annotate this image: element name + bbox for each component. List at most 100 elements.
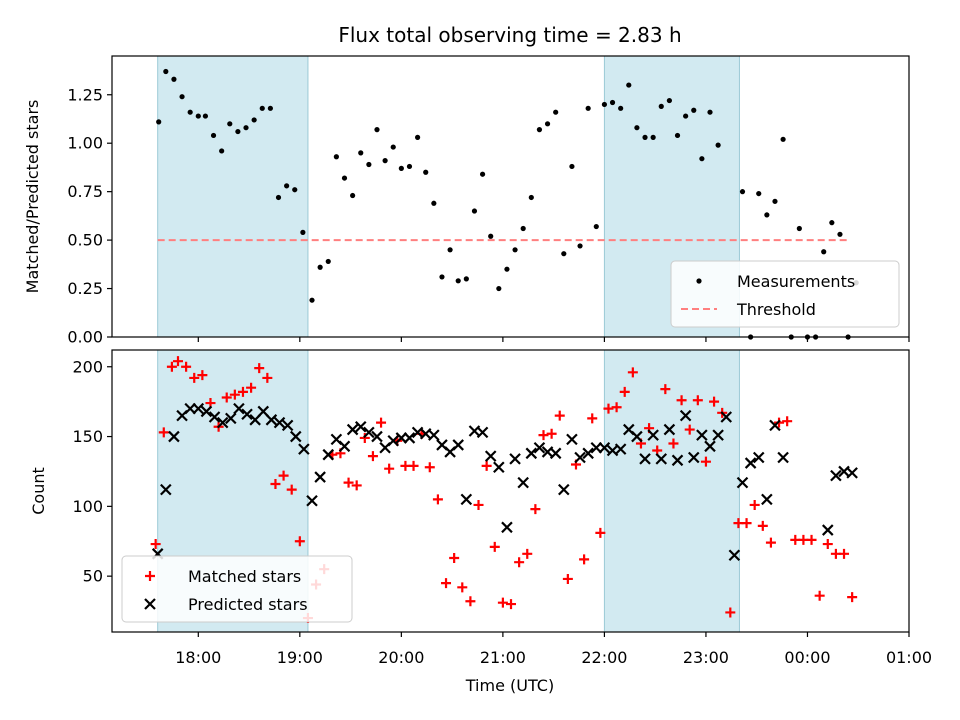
measurements-point (171, 76, 177, 82)
x-axis-label: Time (UTC) (465, 676, 554, 695)
matched-stars-point (700, 456, 711, 467)
measurements-point (626, 82, 632, 88)
measurements-point (382, 158, 388, 164)
measurements-point (577, 243, 583, 249)
predicted-stars-point (241, 408, 253, 420)
measurements-point (235, 128, 241, 135)
matched-stars-point (172, 356, 183, 367)
measurements-point (358, 150, 364, 156)
predicted-stars-point (647, 429, 659, 441)
predicted-stars-point (558, 483, 570, 496)
measurements-point (275, 194, 282, 201)
measurements-point (284, 183, 290, 189)
measurements-point (423, 169, 429, 175)
count-y-tick-label: 150 (72, 427, 103, 446)
measurements-point (764, 212, 770, 218)
predicted-stars-point (460, 493, 473, 506)
matched-stars-point (497, 597, 508, 608)
measurements-point (739, 189, 746, 195)
x-tick-label: 19:00 (277, 648, 323, 667)
predicted-stars-point (525, 447, 538, 460)
matched-stars-point (806, 534, 817, 545)
matched-stars-point (814, 590, 825, 601)
predicted-stars-point (225, 412, 237, 425)
measurements-point (406, 163, 413, 170)
predicted-stars-point (614, 443, 627, 455)
x-tick-label: 18:00 (175, 648, 221, 667)
x-tick-label: 22:00 (581, 648, 627, 667)
predicted-stars-point (712, 429, 724, 441)
measurements-point (447, 247, 453, 253)
measurements-point (350, 192, 356, 199)
measurements-point (601, 101, 608, 108)
matched-stars-point (562, 573, 573, 584)
predicted-stars-point (233, 402, 245, 415)
measurements-point (431, 200, 437, 206)
measurements-point (163, 68, 169, 75)
matched-stars-point (595, 527, 606, 538)
measurements-point (333, 154, 339, 160)
measurements-point (536, 127, 543, 133)
matched-stars-point (457, 582, 468, 593)
predicted-stars-point (509, 453, 521, 465)
matched-stars-point (343, 477, 354, 488)
measurements-point (251, 117, 257, 123)
measurements-point (642, 134, 648, 140)
matched-stars-point (725, 607, 736, 618)
measurements-point (756, 190, 762, 197)
measurements-point (837, 231, 843, 237)
predicted-stars-point (744, 457, 757, 469)
predicted-stars-point (192, 402, 205, 415)
predicted-stars-point (574, 451, 586, 464)
predicted-stars-point (363, 426, 375, 439)
measurements-point (471, 208, 478, 214)
matched-stars-point (530, 504, 541, 515)
count-y-tick-label: 50 (83, 567, 103, 586)
ratio-y-tick-label: 0.75 (67, 182, 103, 201)
matched-stars-point (246, 382, 257, 393)
matched-stars-point (166, 361, 177, 372)
matched-stars-legend-label: Matched stars (188, 567, 301, 586)
measurements-point (691, 107, 697, 113)
predicted-stars-point (639, 453, 651, 465)
predicted-stars-point (696, 429, 708, 441)
predicted-stars-point (501, 521, 513, 534)
measurements-point (439, 274, 445, 280)
predicted-stars-point (371, 430, 383, 443)
measurements-point (520, 225, 526, 232)
predicted-stars-point (484, 450, 497, 462)
count-y-tick-label: 100 (72, 497, 103, 516)
count-y-axis-label: Count (29, 467, 48, 515)
predicted-stars-point (663, 423, 676, 436)
matched-stars-point (197, 370, 208, 381)
measurements-point (415, 134, 421, 140)
measurements-point (666, 97, 672, 104)
predicted-stars-point (452, 439, 464, 451)
matched-stars-point (822, 539, 833, 550)
matched-stars-point (294, 536, 305, 547)
matched-stars-point (627, 367, 638, 378)
measurements-point (488, 233, 494, 239)
matched-stars-point (489, 541, 500, 552)
matched-stars-legend-swatch (145, 571, 155, 581)
measurements-point (398, 165, 404, 171)
predicted-stars-point (769, 419, 781, 432)
matched-stars-point (351, 480, 362, 491)
ratio-y-tick-label: 1.00 (67, 134, 103, 153)
measurements-point (219, 148, 225, 154)
measurements-point (227, 121, 233, 127)
matched-stars-point (189, 372, 200, 383)
matched-stars-point (221, 392, 232, 403)
measurements-point (618, 105, 624, 111)
measurements-point (309, 297, 315, 303)
matched-stars-point (158, 427, 169, 438)
measurements-point (593, 223, 599, 230)
matched-stars-point (546, 428, 557, 439)
measurements-point (496, 285, 502, 292)
measurements-point (569, 163, 575, 170)
predicted-stars-point (289, 430, 302, 443)
predicted-stars-point (216, 416, 229, 429)
predicted-stars-point (631, 430, 643, 443)
matched-stars-point (709, 396, 720, 407)
matched-stars-point (611, 402, 622, 413)
